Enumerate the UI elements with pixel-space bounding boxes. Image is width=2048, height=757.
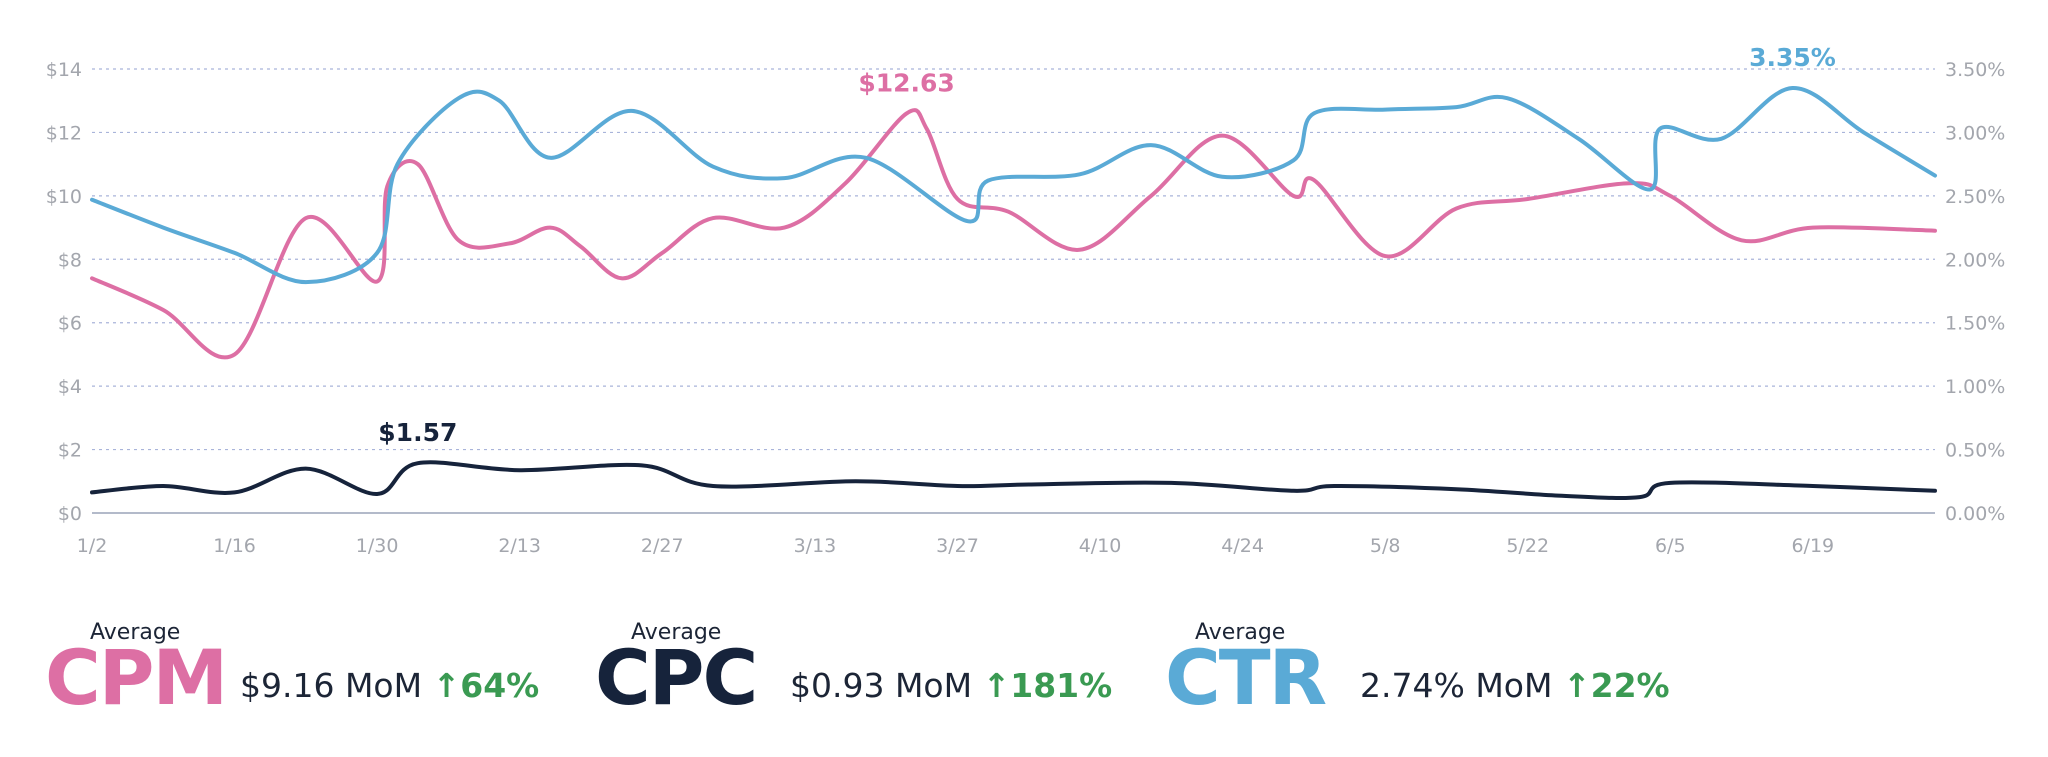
x-tick-label: 5/8 [1370, 535, 1401, 557]
right-tick-label: 3.00% [1945, 122, 2005, 144]
performance-chart: $14 $12 $10 $8 $6 $4 $2 $0 3.50% 3.00% 2.50% 2.00%… [46, 43, 2006, 557]
ctr-change: ↑22% [1562, 666, 1670, 705]
ctr-value: 2.74% MoM [1360, 666, 1553, 705]
right-tick-label: 3.50% [1945, 59, 2005, 81]
x-tick-label: 3/27 [936, 535, 979, 557]
annotations: $12.63 $1.57 3.35% [378, 43, 1836, 447]
x-tick-label: 3/13 [794, 535, 837, 557]
right-tick-label: 2.00% [1945, 249, 2005, 271]
left-y-axis: $14 $12 $10 $8 $6 $4 $2 $0 [46, 59, 82, 525]
x-tick-label: 4/24 [1221, 535, 1264, 557]
x-tick-label: 6/5 [1655, 535, 1686, 557]
right-tick-label: 1.00% [1945, 376, 2005, 398]
cpm-average-label: Average [90, 620, 181, 645]
x-tick-label: 1/16 [213, 535, 256, 557]
right-tick-label: 0.50% [1945, 440, 2005, 462]
left-tick-label: $14 [46, 59, 82, 81]
gridlines [92, 68, 1935, 514]
cpc-change: ↑181% [982, 666, 1113, 705]
x-tick-label: 2/13 [498, 535, 541, 557]
summary-cpm: Average CPM $9.16 MoM ↑64% [45, 620, 585, 730]
left-tick-label: $12 [46, 122, 82, 144]
left-tick-label: $6 [58, 313, 82, 335]
left-tick-label: $10 [46, 186, 82, 208]
left-tick-label: $2 [58, 440, 82, 462]
summary-cpc: Average CPC $0.93 MoM ↑181% [595, 620, 1125, 730]
x-tick-label: 1/2 [77, 535, 108, 557]
cpm-metric-name: CPM [45, 633, 228, 722]
series-line-ctr [90, 85, 1937, 285]
ctr-metric-name: CTR [1165, 633, 1327, 722]
annotation-cpc: $1.57 [378, 418, 457, 447]
right-y-axis: 3.50% 3.00% 2.50% 2.00% 1.50% 1.00% 0.50% 0.00% [1945, 59, 2005, 525]
summary-ctr: Average CTR 2.74% MoM ↑22% [1165, 620, 1685, 730]
cpc-metric-name: CPC [595, 633, 758, 722]
cpm-stat: $9.16 MoM ↑64% [240, 666, 539, 705]
series-line-cpm [90, 108, 1937, 360]
x-tick-label: 6/19 [1791, 535, 1834, 557]
annotation-cpm: $12.63 [858, 68, 954, 97]
cpc-stat: $0.93 MoM ↑181% [790, 666, 1112, 705]
cpc-average-label: Average [631, 620, 722, 645]
x-tick-label: 5/22 [1506, 535, 1549, 557]
ctr-stat: 2.74% MoM ↑22% [1360, 666, 1670, 705]
cpm-value: $9.16 MoM [240, 666, 423, 705]
ctr-average-label: Average [1195, 620, 1286, 645]
cpm-change: ↑64% [432, 666, 540, 705]
x-tick-label: 2/27 [641, 535, 684, 557]
x-tick-label: 4/10 [1079, 535, 1122, 557]
left-tick-label: $4 [58, 376, 82, 398]
cpc-value: $0.93 MoM [790, 666, 973, 705]
x-axis: 1/2 1/16 1/30 2/13 2/27 3/13 3/27 4/10 4/24 5/8 5/… [77, 535, 1834, 557]
right-tick-label: 0.00% [1945, 503, 2005, 525]
series-line-cpc [90, 460, 1937, 500]
left-tick-label: $8 [58, 249, 82, 271]
annotation-ctr: 3.35% [1749, 43, 1836, 72]
right-tick-label: 2.50% [1945, 186, 2005, 208]
left-tick-label: $0 [58, 503, 82, 525]
series-lines [90, 85, 1937, 500]
x-tick-label: 1/30 [356, 535, 399, 557]
right-tick-label: 1.50% [1945, 313, 2005, 335]
